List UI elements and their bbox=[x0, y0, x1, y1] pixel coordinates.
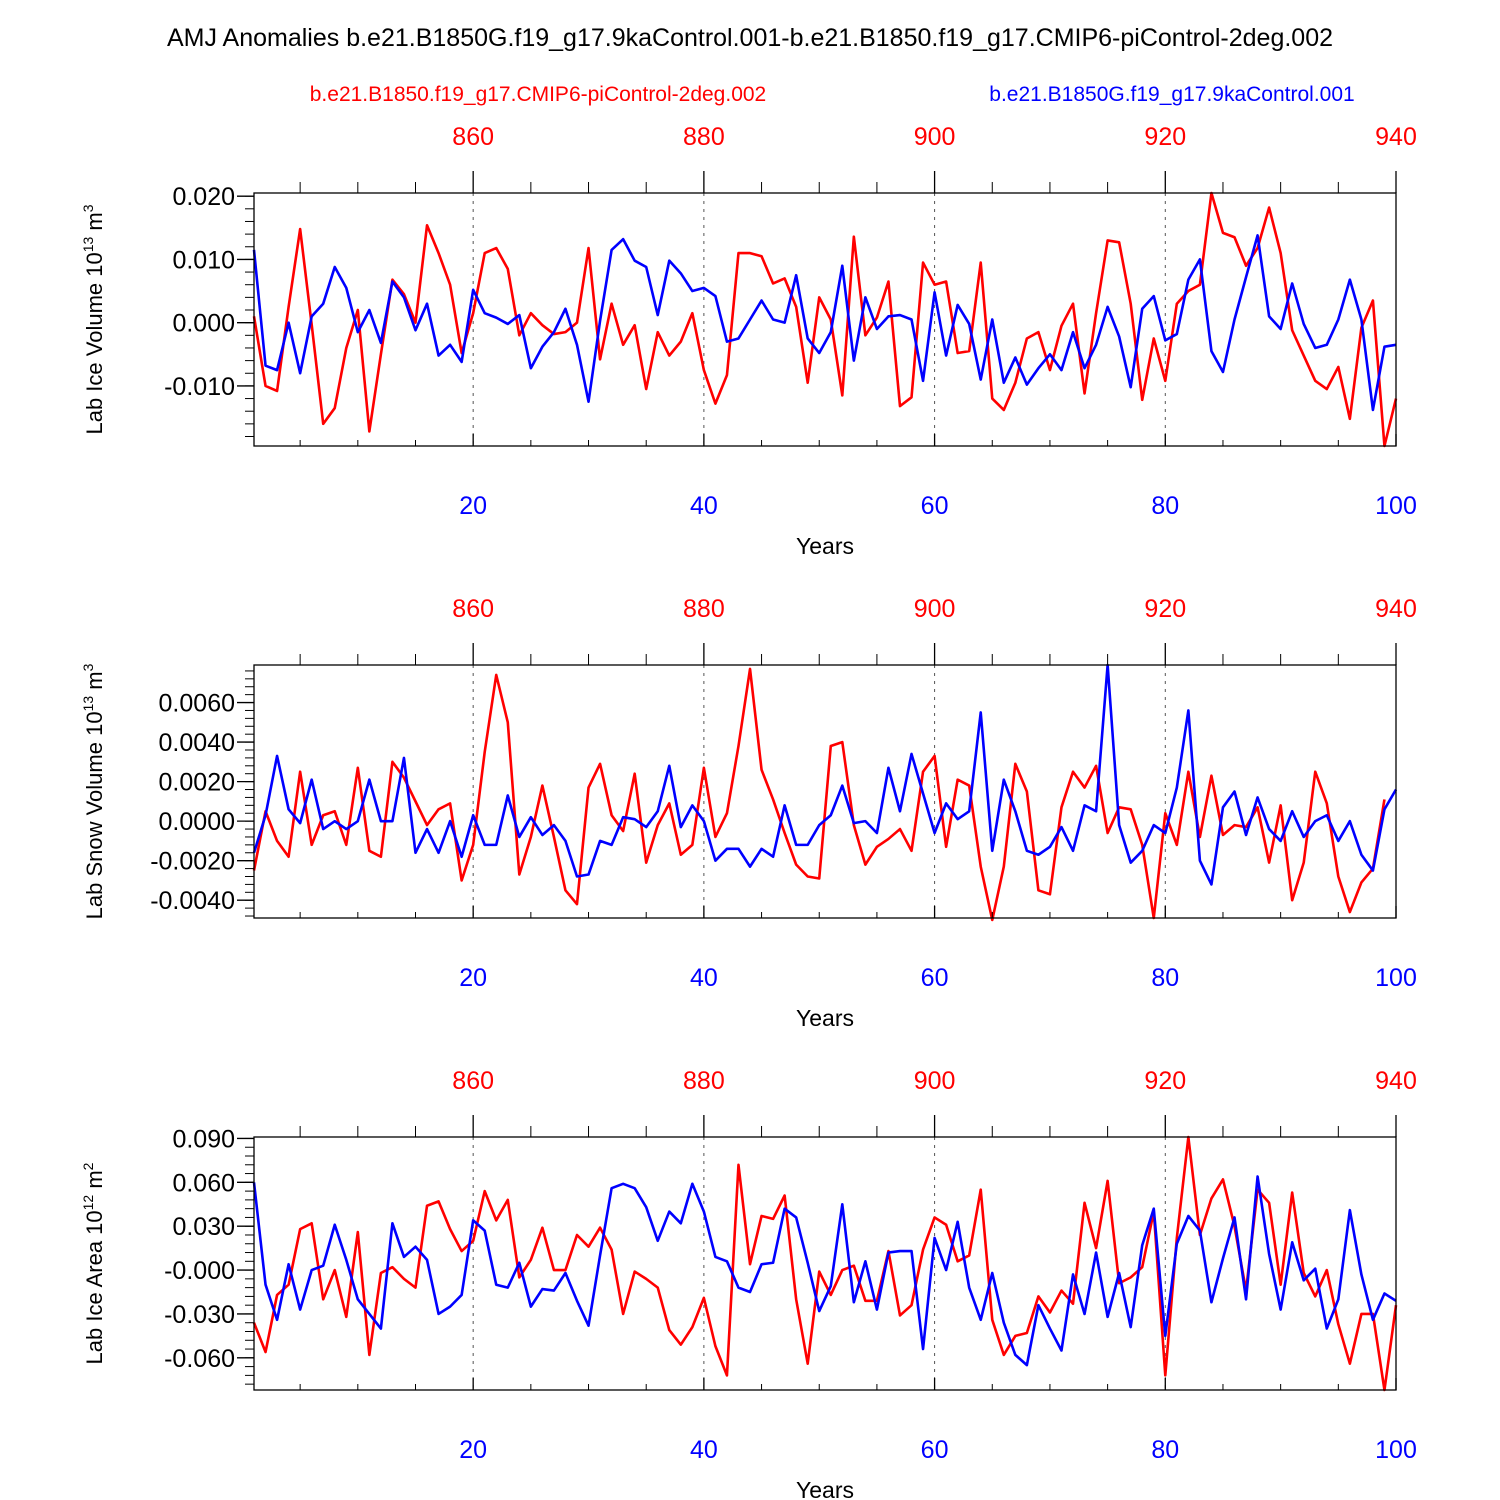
x-tick-label: 100 bbox=[1375, 1436, 1417, 1464]
figure-title: AMJ Anomalies b.e21.B1850G.f19_g17.9kaCo… bbox=[167, 24, 1333, 52]
top-tick-label: 900 bbox=[914, 1067, 956, 1095]
x-tick-label: 100 bbox=[1375, 964, 1417, 992]
top-tick-label: 920 bbox=[1144, 1067, 1186, 1095]
top-tick-label: 920 bbox=[1144, 595, 1186, 623]
top-tick-label: 860 bbox=[452, 595, 494, 623]
y-axis-title: Lab Snow Volume 1013 m3 bbox=[80, 663, 107, 919]
panel-ice-area: 0.090 0.060 0.030 -0.000 -0.030 -0.060 20 40 60 8… bbox=[80, 1067, 1417, 1500]
y-axis-title-exp: 13 bbox=[80, 237, 96, 253]
series-line-picontrol bbox=[252, 667, 1386, 922]
legend-blue-label: b.e21.B1850G.f19_g17.9kaControl.001 bbox=[989, 83, 1354, 106]
y-axis-title: Lab Ice Volume 1013 m3 bbox=[80, 204, 107, 434]
top-tick-label: 920 bbox=[1144, 123, 1186, 151]
panel-ice-volume: 0.020 0.010 0.000 -0.010 20 40 60 80 100 860 880 90… bbox=[80, 123, 1417, 559]
series-line-picontrol bbox=[252, 1135, 1398, 1392]
top-tick-label: 880 bbox=[683, 1067, 725, 1095]
y-tick-label: 0.020 bbox=[172, 183, 235, 211]
y-axis-title-unit-exp: 2 bbox=[80, 1162, 96, 1170]
y-axis-title-main: Lab Snow Volume 10 bbox=[82, 711, 107, 919]
x-tick-label: 80 bbox=[1151, 492, 1179, 520]
y-axis-title-unit: m bbox=[82, 671, 107, 695]
top-tick-label: 940 bbox=[1375, 1067, 1417, 1095]
panel-snow-volume: 0.0060 0.0040 0.0020 0.0000 -0.0020 -0.0040 20… bbox=[80, 595, 1417, 1031]
y-tick-label: 0.060 bbox=[172, 1169, 235, 1197]
series-line-9kacontrol bbox=[252, 1175, 1397, 1367]
y-tick-label: 0.0020 bbox=[159, 769, 235, 797]
y-tick-label: 0.000 bbox=[172, 310, 235, 338]
y-axis-title-unit-exp: 3 bbox=[80, 663, 96, 671]
y-tick-label: 0.0040 bbox=[159, 729, 235, 757]
x-tick-label: 20 bbox=[459, 1436, 487, 1464]
x-axis-title: Years bbox=[796, 533, 854, 559]
y-tick-label: 0.0060 bbox=[159, 690, 235, 718]
top-tick-label: 880 bbox=[683, 595, 725, 623]
plot-frame bbox=[253, 192, 1397, 447]
plot-frame bbox=[253, 1136, 1397, 1391]
x-tick-label: 100 bbox=[1375, 492, 1417, 520]
top-tick-label: 940 bbox=[1375, 123, 1417, 151]
y-axis-title: Lab Ice Area 1012 m2 bbox=[80, 1162, 107, 1364]
y-axis-title-exp: 13 bbox=[80, 696, 96, 712]
series-line-picontrol bbox=[252, 191, 1398, 448]
top-tick-label: 860 bbox=[452, 123, 494, 151]
x-tick-label: 40 bbox=[690, 964, 718, 992]
x-tick-label: 60 bbox=[921, 1436, 949, 1464]
y-tick-label: -0.0040 bbox=[150, 887, 235, 915]
y-tick-label: 0.030 bbox=[172, 1213, 235, 1241]
y-axis-title-exp: 12 bbox=[80, 1195, 96, 1211]
x-tick-label: 40 bbox=[690, 1436, 718, 1464]
y-tick-label: 0.010 bbox=[172, 246, 235, 274]
legend-red-label: b.e21.B1850.f19_g17.CMIP6-piControl-2deg… bbox=[310, 83, 766, 106]
y-axis-title-main: Lab Ice Area 10 bbox=[82, 1210, 107, 1364]
x-tick-label: 80 bbox=[1151, 964, 1179, 992]
top-tick-label: 900 bbox=[914, 595, 956, 623]
top-tick-label: 880 bbox=[683, 123, 725, 151]
y-tick-label: -0.060 bbox=[164, 1345, 235, 1373]
y-axis-title-unit: m bbox=[82, 212, 107, 236]
x-tick-label: 60 bbox=[921, 964, 949, 992]
x-axis-title: Years bbox=[796, 1477, 854, 1500]
top-tick-label: 940 bbox=[1375, 595, 1417, 623]
y-tick-label: -0.010 bbox=[164, 373, 235, 401]
series-line-9kacontrol bbox=[252, 663, 1398, 886]
top-tick-label: 900 bbox=[914, 123, 956, 151]
series-line-9kacontrol bbox=[252, 234, 1397, 412]
y-tick-label: -0.0020 bbox=[150, 848, 235, 876]
y-tick-label: -0.000 bbox=[164, 1257, 235, 1285]
x-tick-label: 20 bbox=[459, 492, 487, 520]
x-tick-label: 60 bbox=[921, 492, 949, 520]
y-axis-title-main: Lab Ice Volume 10 bbox=[82, 252, 107, 434]
y-axis-title-unit-exp: 3 bbox=[80, 204, 96, 212]
x-tick-label: 40 bbox=[690, 492, 718, 520]
top-tick-label: 860 bbox=[452, 1067, 494, 1095]
x-tick-label: 20 bbox=[459, 964, 487, 992]
plot-frame bbox=[253, 664, 1397, 919]
x-tick-label: 80 bbox=[1151, 1436, 1179, 1464]
y-tick-label: -0.030 bbox=[164, 1301, 235, 1329]
y-tick-label: 0.0000 bbox=[159, 808, 235, 836]
y-axis-title-unit: m bbox=[82, 1170, 107, 1194]
x-axis-title: Years bbox=[796, 1005, 854, 1031]
y-tick-label: 0.090 bbox=[172, 1125, 235, 1153]
